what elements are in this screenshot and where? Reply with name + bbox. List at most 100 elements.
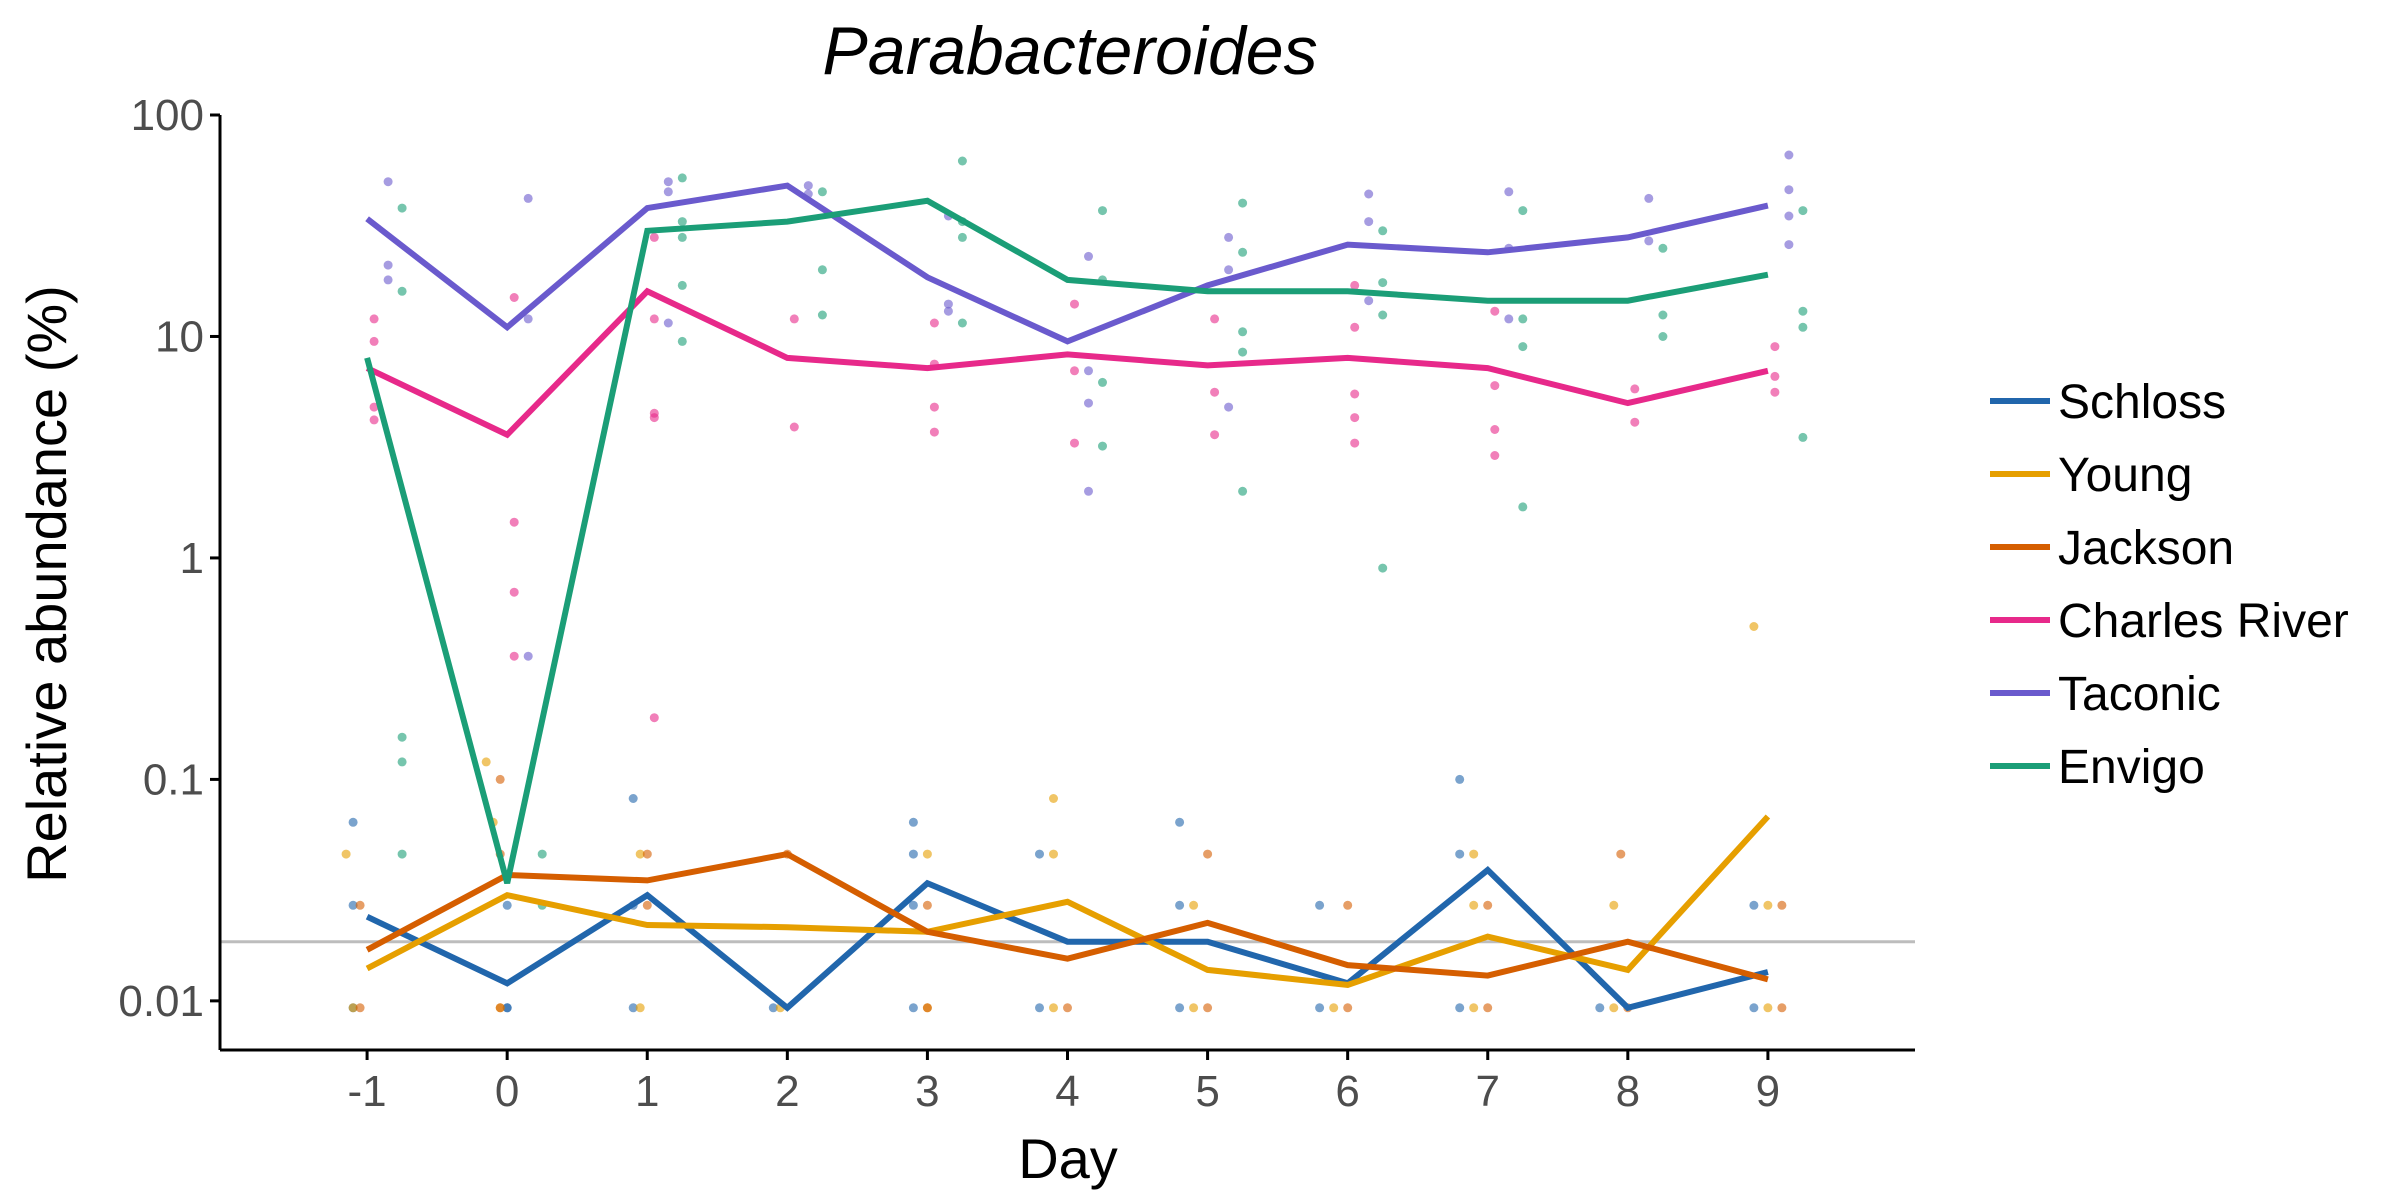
y-axis-title: Relative abundance (%) — [15, 285, 78, 883]
data-point — [1518, 342, 1528, 352]
data-point — [502, 900, 512, 910]
data-point — [1343, 900, 1353, 910]
data-point — [1070, 438, 1079, 448]
data-point — [1595, 1003, 1605, 1013]
data-point — [1644, 236, 1654, 246]
data-point — [957, 156, 967, 166]
data-point — [929, 318, 939, 328]
data-point — [1084, 366, 1093, 376]
data-point — [537, 849, 547, 859]
data-point — [1378, 226, 1388, 236]
data-point — [1749, 622, 1759, 631]
data-point — [1364, 217, 1374, 227]
data-point — [509, 651, 519, 661]
data-point — [642, 900, 652, 910]
series-line — [365, 814, 1771, 988]
x-tick-label: 2 — [775, 1067, 799, 1116]
y-axis-ticks: 0.01 0.1 1 10 100 — [118, 91, 220, 1026]
data-point — [1777, 1003, 1787, 1013]
data-point — [1616, 849, 1626, 859]
data-point — [642, 849, 652, 859]
data-point — [649, 314, 659, 324]
data-point — [628, 794, 638, 803]
data-point — [1049, 1003, 1058, 1013]
data-point — [523, 651, 533, 661]
data-point — [1364, 296, 1374, 306]
data-point — [1084, 486, 1093, 496]
data-point — [922, 900, 932, 910]
data-point — [495, 1003, 505, 1013]
data-point — [1455, 849, 1465, 859]
data-point — [789, 314, 799, 324]
data-point — [1798, 306, 1808, 316]
data-point — [1210, 430, 1220, 440]
data-point — [355, 900, 365, 910]
data-point — [1315, 900, 1325, 910]
data-point — [1658, 310, 1668, 320]
data-point — [649, 413, 659, 423]
data-point — [1763, 1003, 1773, 1013]
data-point — [1490, 381, 1500, 391]
data-point — [348, 900, 358, 910]
data-point — [1658, 332, 1668, 341]
data-point — [1490, 451, 1500, 460]
data-point — [1483, 900, 1493, 910]
data-point — [817, 187, 827, 197]
data-point — [397, 849, 407, 859]
data-point — [523, 314, 533, 324]
data-point — [509, 293, 519, 302]
x-tick-label: 8 — [1616, 1067, 1640, 1116]
data-point — [1070, 366, 1079, 376]
series-line — [365, 182, 1769, 345]
data-point — [1238, 247, 1248, 257]
data-point — [1469, 849, 1479, 859]
series-line — [365, 287, 1769, 439]
data-point — [957, 232, 967, 242]
data-point — [383, 275, 393, 285]
data-point — [1483, 1003, 1493, 1013]
data-point — [1203, 849, 1213, 859]
data-point — [1378, 563, 1388, 573]
data-point — [1763, 900, 1773, 910]
data-point — [1378, 310, 1388, 320]
data-point — [677, 232, 687, 242]
data-point — [677, 217, 687, 227]
data-point — [341, 849, 351, 859]
data-point — [1238, 327, 1248, 337]
data-point — [1350, 280, 1360, 290]
legend-label: Young — [2058, 449, 2192, 502]
data-point — [908, 1003, 918, 1013]
data-point — [1070, 299, 1079, 309]
data-point — [1469, 900, 1479, 910]
data-point — [1644, 193, 1654, 203]
data-point — [635, 1003, 645, 1013]
data-point — [1098, 206, 1107, 216]
data-point — [677, 336, 687, 346]
data-point — [1084, 251, 1093, 261]
x-tick-label: 0 — [495, 1067, 519, 1116]
legend-label: Envigo — [2058, 741, 2205, 794]
data-point — [1210, 314, 1220, 324]
data-point — [908, 849, 918, 859]
data-point — [1210, 387, 1220, 397]
data-point — [1490, 306, 1500, 316]
data-point — [369, 314, 379, 324]
data-point — [663, 187, 673, 197]
data-point — [1098, 441, 1107, 451]
data-point — [957, 318, 967, 328]
data-point — [369, 402, 379, 412]
data-point — [1490, 425, 1500, 434]
data-point — [1630, 384, 1640, 394]
data-point — [768, 1003, 778, 1013]
series-lines — [364, 182, 1771, 1012]
data-point — [481, 757, 491, 767]
y-tick-label: 10 — [155, 312, 204, 361]
data-point — [649, 232, 659, 242]
data-point — [502, 1003, 512, 1013]
data-point — [1329, 1003, 1339, 1013]
x-tick-label: 1 — [635, 1067, 659, 1116]
data-point — [1350, 438, 1360, 448]
data-point — [817, 265, 827, 275]
data-point — [1175, 1003, 1185, 1013]
data-point — [1350, 389, 1360, 399]
